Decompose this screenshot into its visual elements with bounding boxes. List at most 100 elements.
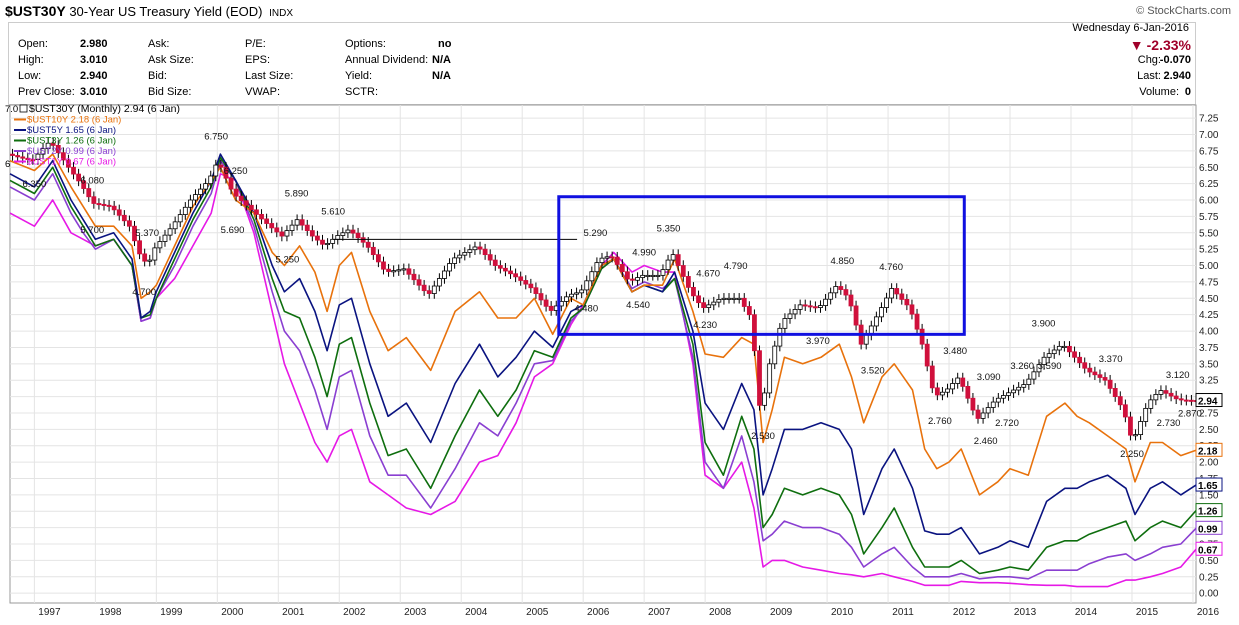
bar-down xyxy=(15,155,21,158)
bar-up xyxy=(1143,407,1149,422)
bar-up xyxy=(147,259,153,262)
bar-down xyxy=(416,279,422,286)
series-line-ust1y xyxy=(9,173,1197,588)
bar-down xyxy=(254,209,259,215)
x-tick-label: 2008 xyxy=(709,607,732,618)
bar-up xyxy=(665,259,671,271)
bar-down xyxy=(1072,351,1077,358)
overlays xyxy=(333,195,966,336)
bar-up xyxy=(391,270,397,273)
volume-value: 0 xyxy=(1184,86,1191,98)
bar-up xyxy=(660,269,666,276)
annotation-label: 2.530 xyxy=(751,431,775,442)
annotation-label: 4.700 xyxy=(132,287,156,298)
bar-down xyxy=(680,265,686,277)
x-tick-label: 2005 xyxy=(526,607,549,618)
bar-up xyxy=(431,285,437,294)
last-value-label: 0.99 xyxy=(1198,524,1218,535)
bar-down xyxy=(1189,399,1194,402)
brand-logo[interactable]: © StockCharts.com xyxy=(1136,5,1231,17)
bar-up xyxy=(467,249,473,253)
bar-down xyxy=(228,177,234,190)
bar-down xyxy=(1183,399,1189,402)
bar-up xyxy=(650,274,656,277)
bar-down xyxy=(91,196,97,204)
annotation-label: 2.720 xyxy=(995,418,1019,429)
bar-up xyxy=(187,199,193,208)
y-tick-label: 3.75 xyxy=(1199,343,1219,354)
y-tick-label: 6.50 xyxy=(1199,163,1219,174)
series-line-ust2y xyxy=(9,159,1197,580)
annotation-label: 5.610 xyxy=(321,206,345,217)
bar-down xyxy=(1178,398,1184,401)
bar-up xyxy=(340,232,346,236)
bar-down xyxy=(299,219,305,226)
bar-down xyxy=(1097,374,1103,378)
last-value-box xyxy=(1195,477,1223,492)
bar-up xyxy=(1051,349,1057,355)
bar-down xyxy=(264,218,270,224)
bar-down xyxy=(1082,362,1088,369)
open-value: 2.980 xyxy=(80,38,108,50)
annotation-label: 2.760 xyxy=(928,416,952,427)
bar-down xyxy=(914,313,920,330)
bar-down xyxy=(746,306,752,316)
bar-up xyxy=(157,241,163,249)
last-value-box xyxy=(1195,520,1223,535)
y-tick-label: 5.75 xyxy=(1199,212,1219,223)
x-tick-label: 1999 xyxy=(160,607,183,618)
bar-up xyxy=(635,277,640,281)
bar-up xyxy=(162,234,168,242)
bar-up xyxy=(1011,389,1016,394)
bar-down xyxy=(86,188,92,198)
bid-label: Bid: xyxy=(148,70,167,82)
bar-down xyxy=(1067,345,1072,353)
bar-up xyxy=(797,304,803,310)
x-tick-label: 2001 xyxy=(282,607,305,618)
bar-down xyxy=(137,240,142,255)
bar-up xyxy=(670,254,676,261)
legend-entry: $UST30Y (Monthly) 2.94 (6 Jan) xyxy=(29,103,180,115)
bar-up xyxy=(447,263,452,272)
prev-close-label: Prev Close: xyxy=(18,86,75,98)
annotation-label: 3.970 xyxy=(806,336,830,347)
bar-up xyxy=(711,301,717,306)
bar-up xyxy=(716,298,722,303)
bar-up xyxy=(40,148,46,155)
bar-up xyxy=(599,257,605,264)
bar-down xyxy=(309,230,315,237)
bar-up xyxy=(1041,356,1047,365)
bar-up xyxy=(284,230,290,237)
bar-down xyxy=(853,305,859,326)
symbol[interactable]: $UST30Y xyxy=(5,3,66,19)
annotation-label: 3.370 xyxy=(1099,354,1123,365)
bar-down xyxy=(807,305,813,308)
legend-swatch-bar xyxy=(19,104,28,113)
bar-down xyxy=(843,289,849,296)
bar-up xyxy=(645,274,651,277)
last-value-box xyxy=(1195,442,1223,457)
bar-down xyxy=(503,267,508,272)
bar-up xyxy=(401,268,407,271)
annotation-label: 3.520 xyxy=(861,366,885,377)
high-label: High: xyxy=(18,54,44,66)
bar-up xyxy=(990,401,996,408)
x-tick-label: 2009 xyxy=(770,607,793,618)
x-tick-label: 1997 xyxy=(38,607,61,618)
open-label: Open: xyxy=(18,38,48,50)
bar-up xyxy=(182,206,188,215)
bar-up xyxy=(1006,392,1011,396)
grid xyxy=(10,105,1196,603)
x-tick-label: 2015 xyxy=(1136,607,1159,618)
bar-down xyxy=(630,278,635,281)
legend-prefix-2: 6 xyxy=(5,159,10,170)
y-tick-label: 6.25 xyxy=(1199,179,1219,190)
bar-up xyxy=(198,188,203,195)
annotation-label: 2.870 xyxy=(1178,408,1202,419)
high-value: 3.010 xyxy=(80,54,108,66)
bar-down xyxy=(269,223,275,229)
pe-label: P/E: xyxy=(245,38,266,50)
legend-entry: $UST5Y 1.65 (6 Jan) xyxy=(27,125,116,136)
bar-down xyxy=(909,304,915,315)
